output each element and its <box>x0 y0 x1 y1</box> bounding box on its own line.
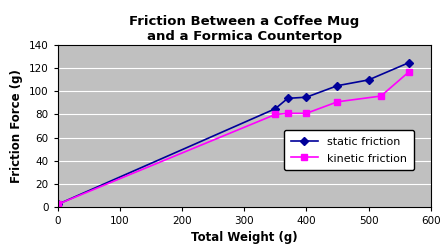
Legend: static friction, kinetic friction: static friction, kinetic friction <box>284 130 414 170</box>
static friction <box>273 107 278 110</box>
kinetic friction <box>273 113 278 116</box>
static friction <box>304 96 309 99</box>
kinetic friction <box>285 112 290 115</box>
static friction <box>285 97 290 100</box>
X-axis label: Total Weight (g): Total Weight (g) <box>191 231 297 244</box>
static friction <box>406 61 412 64</box>
static friction <box>55 203 60 206</box>
kinetic friction <box>304 112 309 115</box>
kinetic friction <box>335 100 340 103</box>
Line: kinetic friction: kinetic friction <box>55 69 412 207</box>
kinetic friction <box>378 94 384 98</box>
Line: static friction: static friction <box>55 60 412 207</box>
static friction <box>366 78 371 81</box>
kinetic friction <box>406 70 412 73</box>
static friction <box>335 84 340 87</box>
Title: Friction Between a Coffee Mug
and a Formica Countertop: Friction Between a Coffee Mug and a Form… <box>129 15 359 43</box>
Y-axis label: Friction Force (g): Friction Force (g) <box>10 69 24 183</box>
kinetic friction <box>55 203 60 206</box>
